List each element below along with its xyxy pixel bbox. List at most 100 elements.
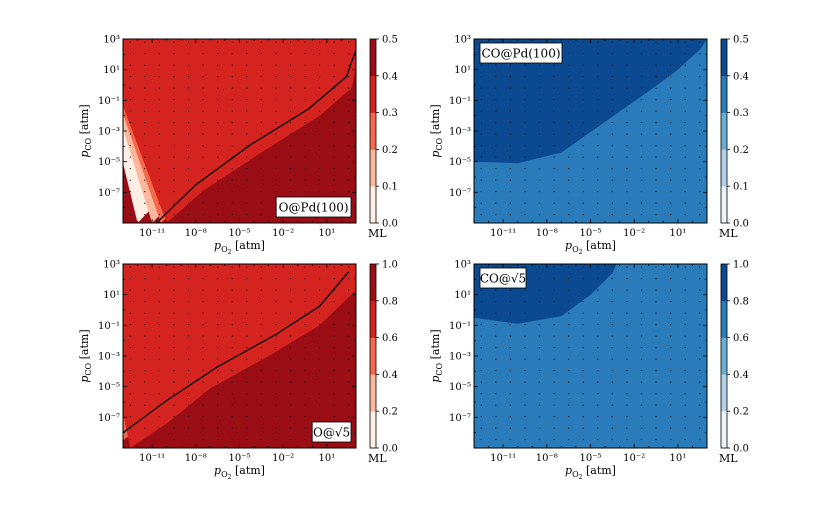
sample-dot (187, 358, 190, 360)
sample-dot (495, 312, 497, 314)
sample-dot (553, 358, 555, 360)
sample-dot (524, 214, 526, 216)
sample-dot (626, 335, 628, 337)
sample-dot (699, 278, 701, 280)
sample-dot (202, 266, 204, 268)
sample-dot (129, 301, 131, 303)
sample-dot (670, 168, 672, 170)
sample-dot (260, 370, 262, 372)
sample-dot (699, 301, 701, 303)
sample-dot (144, 53, 146, 55)
sample-dot (319, 335, 321, 337)
sample-dot (260, 122, 262, 124)
sample-dot (217, 191, 219, 193)
sample-dot (289, 370, 292, 372)
x-tick-label: 10⁻⁸ (185, 453, 207, 464)
sample-dot (699, 122, 701, 124)
panel-title: O@Pd(100) (279, 201, 349, 215)
sample-dot (260, 312, 262, 314)
sample-dot (304, 53, 306, 55)
sample-dot (260, 110, 262, 112)
sample-dot (231, 99, 233, 101)
sample-dot (597, 53, 599, 55)
sample-dot (144, 439, 146, 441)
sample-dot (144, 324, 146, 326)
sample-dot (289, 110, 292, 112)
sample-dot (626, 358, 628, 360)
sample-dot (246, 427, 248, 429)
sample-dot (202, 156, 204, 158)
sample-dot (348, 64, 350, 66)
sample-dot (670, 347, 672, 349)
sample-dot (699, 289, 701, 291)
sample-dot (319, 301, 321, 303)
sample-dot (217, 358, 219, 360)
sample-dot (568, 76, 570, 78)
sample-dot (684, 335, 686, 337)
sample-dot (626, 278, 628, 280)
x-tick-label: 10⁻⁸ (185, 228, 207, 239)
sample-dot (319, 266, 321, 268)
colorbar-tick-label: 0.5 (382, 35, 398, 46)
x-tick-label: 10⁻¹¹ (490, 228, 516, 239)
y-tick-label: 10⁻¹ (98, 96, 120, 107)
sample-dot (144, 41, 146, 43)
sample-dot (480, 301, 482, 303)
sample-dot (655, 156, 657, 158)
sample-dot-grid (480, 41, 701, 216)
sample-dot (187, 179, 190, 181)
sample-dot (319, 404, 321, 406)
sample-dot (538, 278, 541, 280)
sample-dot (217, 439, 219, 441)
sample-dot (524, 347, 526, 349)
sample-dot (538, 64, 541, 66)
sample-dot (231, 393, 233, 395)
sample-dot (129, 427, 131, 429)
sample-dot (333, 76, 335, 78)
sample-dot (670, 202, 672, 204)
sample-dot (217, 87, 219, 89)
sample-dot (699, 110, 701, 112)
sample-dot (289, 53, 292, 55)
sample-dot (202, 99, 204, 101)
sample-dot (611, 53, 613, 55)
sample-dot (480, 393, 482, 395)
sample-dot (187, 289, 190, 291)
sample-dot (304, 64, 306, 66)
sample-dot (158, 335, 160, 337)
sample-dot (217, 335, 219, 337)
sample-dot (582, 179, 584, 181)
sample-dot (670, 324, 672, 326)
sample-dot (260, 427, 262, 429)
sample-dot (231, 335, 233, 337)
sample-dot (217, 266, 219, 268)
sample-dot (611, 122, 613, 124)
sample-dot (144, 156, 146, 158)
sample-dot (173, 324, 175, 326)
sample-dot (582, 266, 584, 268)
sample-dot (524, 358, 526, 360)
sample-dot (553, 179, 555, 181)
sample-dot (640, 393, 643, 395)
x-tick-label: 10⁻⁵ (228, 453, 250, 464)
sample-dot (144, 427, 146, 429)
sample-dot (640, 347, 643, 349)
sample-dot (640, 133, 643, 135)
sample-dot (187, 439, 190, 441)
sample-dot (231, 312, 233, 314)
sample-dot (509, 416, 511, 418)
sample-dot (289, 191, 292, 193)
sample-dot (582, 427, 584, 429)
sample-dot (217, 214, 219, 216)
sample-dot (611, 381, 613, 383)
sample-dot (348, 289, 350, 291)
sample-dot (260, 179, 262, 181)
sample-dot (173, 416, 175, 418)
sample-dot (129, 439, 131, 441)
panel-top-right: 10⁻¹¹ 10⁻⁸ 10⁻⁵ 10⁻² 10¹ 10⁻⁷ 10⁻⁵ 10⁻³ 10⁻¹ 10¹ 1… (429, 35, 749, 257)
sample-dot (129, 404, 131, 406)
sample-dot (260, 266, 262, 268)
sample-dot (202, 53, 204, 55)
sample-dot (553, 335, 555, 337)
sample-dot (187, 133, 190, 135)
